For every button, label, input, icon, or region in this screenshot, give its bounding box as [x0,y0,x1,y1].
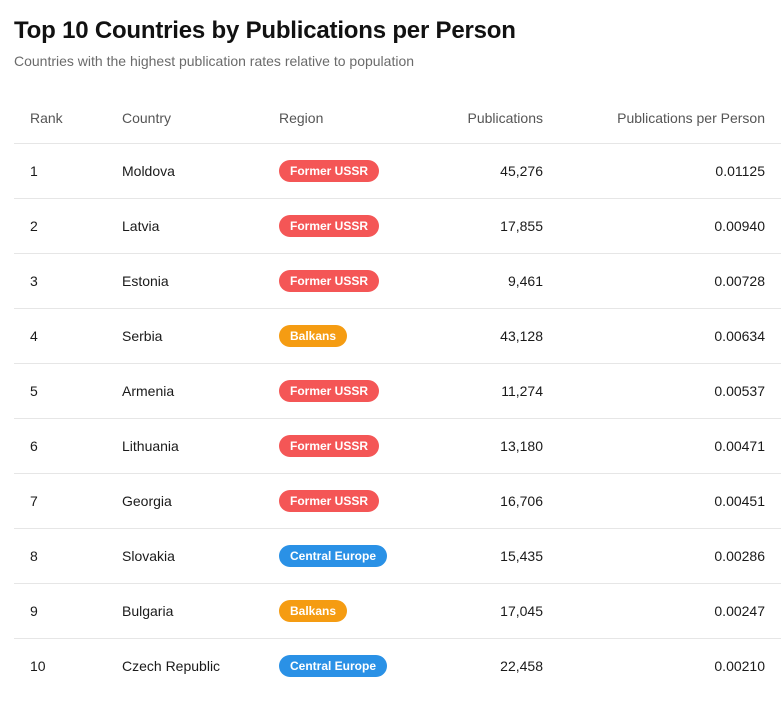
country-cell: Latvia [122,198,279,254]
region-badge: Former USSR [279,215,380,237]
publications-per-person-cell: 0.00940 [543,198,781,254]
region-cell: Former USSR [279,143,419,199]
publications-cell: 17,045 [419,583,543,639]
region-cell: Central Europe [279,528,419,584]
publications-cell: 16,706 [419,473,543,529]
publications-per-person-cell: 0.00471 [543,418,781,474]
country-cell: Estonia [122,253,279,309]
table-body: 1 Moldova Former USSR 45,276 0.01125 2 Latvia F… [14,143,781,694]
table-row: 6 Lithuania Former USSR 13,180 0.00471 [14,418,781,474]
rank-cell: 6 [14,418,122,474]
rank-cell: 7 [14,473,122,529]
table-row: 10 Czech Republic Central Europe 22,458 0.00… [14,639,781,694]
table-row: 3 Estonia Former USSR 9,461 0.00728 [14,253,781,309]
publications-per-person-cell: 0.00247 [543,583,781,639]
table-row: 4 Serbia Balkans 43,128 0.00634 [14,308,781,364]
publications-per-person-cell: 0.00451 [543,473,781,529]
country-cell: Bulgaria [122,583,279,639]
country-cell: Slovakia [122,528,279,584]
page-subtitle: Countries with the highest publication r… [14,53,415,69]
publications-cell: 15,435 [419,528,543,584]
region-cell: Balkans [279,583,419,639]
region-badge: Balkans [279,325,348,347]
publications-per-person-cell: 0.00286 [543,528,781,584]
region-badge: Former USSR [279,490,380,512]
rank-cell: 4 [14,308,122,364]
region-cell: Former USSR [279,198,419,254]
country-cell: Georgia [122,473,279,529]
header-row: Rank Country Region Publications Publica… [14,92,781,144]
region-cell: Central Europe [279,639,419,694]
publications-cell: 45,276 [419,143,543,199]
rank-cell: 1 [14,143,122,199]
column-header-publications: Publications [419,92,543,144]
column-header-region: Region [279,92,419,144]
table-row: 5 Armenia Former USSR 11,274 0.00537 [14,363,781,419]
rank-cell: 8 [14,528,122,584]
publications-cell: 9,461 [419,253,543,309]
region-cell: Former USSR [279,418,419,474]
rank-cell: 5 [14,363,122,419]
region-badge: Former USSR [279,435,380,457]
region-cell: Former USSR [279,363,419,419]
table-row: 2 Latvia Former USSR 17,855 0.00940 [14,198,781,254]
table-header: Rank Country Region Publications Publica… [14,92,781,144]
region-badge: Former USSR [279,380,380,402]
table-row: 8 Slovakia Central Europe 15,435 0.00286 [14,528,781,584]
region-badge: Former USSR [279,160,380,182]
region-badge: Central Europe [279,655,388,677]
publications-per-person-cell: 0.01125 [543,143,781,199]
country-cell: Czech Republic [122,658,221,674]
column-header-country: Country [122,92,279,144]
region-badge: Former USSR [279,270,380,292]
publications-per-person-cell: 0.00537 [543,363,781,419]
country-cell: Moldova [122,143,279,199]
region-cell: Former USSR [279,473,419,529]
country-cell: Armenia [122,363,279,419]
rank-cell: 3 [14,253,122,309]
publications-table: Rank Country Region Publications Publica… [14,92,781,693]
rank-cell: 9 [14,583,122,639]
publications-cell: 17,855 [419,198,543,254]
region-badge: Central Europe [279,545,388,567]
country-cell: Lithuania [122,418,279,474]
publications-per-person-cell: 0.00210 [714,658,765,674]
table-row: 1 Moldova Former USSR 45,276 0.01125 [14,143,781,199]
page-title: Top 10 Countries by Publications per Per… [14,17,516,44]
publications-cell: 11,274 [419,363,543,419]
publications-cell: 13,180 [419,418,543,474]
region-cell: Former USSR [279,253,419,309]
region-badge: Balkans [279,600,348,622]
table-row: 9 Bulgaria Balkans 17,045 0.00247 [14,583,781,639]
column-header-rank: Rank [14,92,122,144]
rank-cell: 2 [14,198,122,254]
column-header-publications-per-person: Publications per Person [543,92,781,144]
publications-cell: 22,458 [500,658,543,674]
rank-cell: 10 [30,658,46,674]
region-cell: Balkans [279,308,419,364]
country-cell: Serbia [122,308,279,364]
table-row: 7 Georgia Former USSR 16,706 0.00451 [14,473,781,529]
publications-per-person-cell: 0.00728 [543,253,781,309]
publications-per-person-cell: 0.00634 [543,308,781,364]
publications-cell: 43,128 [419,308,543,364]
